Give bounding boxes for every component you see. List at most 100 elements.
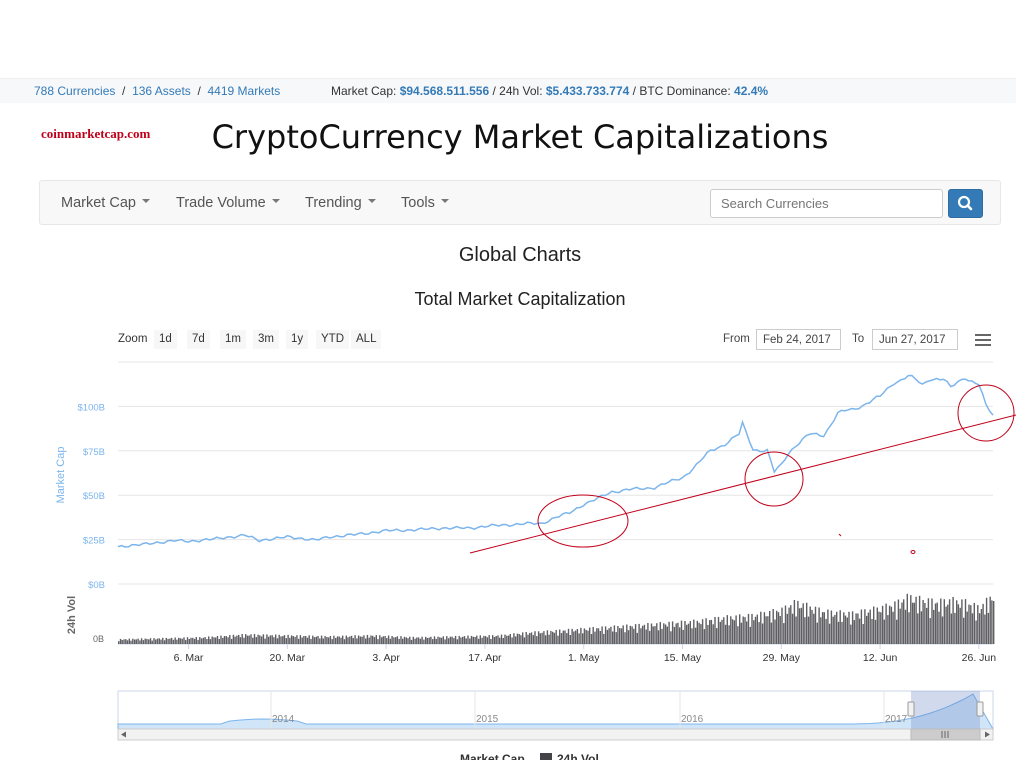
volume-bar bbox=[495, 636, 497, 644]
volume-bar bbox=[303, 636, 305, 644]
caret-down-icon bbox=[141, 199, 150, 204]
volume-bar bbox=[830, 610, 833, 644]
volume-bar bbox=[601, 626, 603, 644]
volume-bar bbox=[963, 617, 965, 644]
volume-bar bbox=[135, 639, 137, 644]
volume-bar bbox=[610, 626, 612, 644]
page-title: CryptoCurrency Market Capitalizations bbox=[211, 118, 829, 156]
volume-bar bbox=[566, 633, 568, 644]
volume-bar bbox=[975, 620, 977, 644]
volume-bar bbox=[419, 638, 422, 644]
volume-bar bbox=[133, 639, 136, 644]
zoom-1y-button[interactable]: 1y bbox=[286, 330, 309, 349]
volume-bar bbox=[222, 637, 224, 644]
caret-down-icon bbox=[367, 199, 376, 204]
volume-bar bbox=[363, 635, 365, 644]
volume-bar bbox=[671, 621, 674, 644]
volume-bar bbox=[158, 638, 160, 644]
brand-logo-text[interactable]: coinmarketcap.com bbox=[41, 126, 151, 141]
x-axis-ticks: 6. Mar 20. Mar 3. Apr 17. Apr 1. May 15. May 2… bbox=[174, 644, 996, 664]
volume-bar bbox=[451, 636, 453, 644]
volume-bar bbox=[608, 628, 610, 644]
volume-bar bbox=[539, 633, 541, 644]
volume-bar bbox=[731, 619, 734, 644]
nav-trending[interactable]: Trending bbox=[305, 181, 376, 226]
search-button[interactable] bbox=[948, 189, 983, 218]
volume-bar bbox=[874, 619, 877, 644]
markets-link[interactable]: 4419 Markets bbox=[207, 84, 281, 98]
volume-bar bbox=[148, 639, 150, 644]
volume-bar bbox=[945, 606, 947, 644]
from-date-input[interactable]: Feb 24, 2017 bbox=[756, 329, 841, 350]
zoom-7d-button[interactable]: 7d bbox=[187, 330, 210, 349]
dominance-label: BTC Dominance: bbox=[639, 84, 731, 98]
volume-bar bbox=[574, 630, 577, 644]
volume-bar bbox=[439, 637, 441, 644]
volume-bar bbox=[523, 637, 526, 644]
volume-bar bbox=[550, 630, 552, 644]
volume-bar bbox=[500, 634, 503, 644]
volume-bar bbox=[386, 638, 388, 644]
zoom-3m-button[interactable]: 3m bbox=[253, 330, 279, 349]
volume-bar bbox=[516, 633, 519, 644]
circle-annotation bbox=[744, 451, 804, 507]
to-date-input[interactable]: Jun 27, 2017 bbox=[872, 329, 958, 350]
volume-bar bbox=[518, 634, 520, 644]
volume-bar bbox=[227, 637, 229, 644]
volume-bar bbox=[767, 616, 769, 644]
search-input[interactable] bbox=[710, 189, 943, 218]
volume-bar bbox=[250, 634, 252, 644]
volume-bar bbox=[153, 638, 155, 644]
volume-bar bbox=[229, 635, 231, 644]
volume-bar bbox=[973, 602, 975, 644]
volume-bar bbox=[562, 630, 564, 644]
volume-bar bbox=[597, 628, 600, 644]
volume-bar bbox=[343, 639, 346, 644]
volume-bar bbox=[589, 627, 591, 644]
volume-bar bbox=[370, 635, 372, 644]
separator: / bbox=[194, 84, 205, 98]
nav-trade-volume[interactable]: Trade Volume bbox=[176, 181, 280, 226]
zoom-label: Zoom bbox=[118, 333, 148, 345]
volume-bar bbox=[709, 620, 711, 644]
volume-bar bbox=[795, 616, 797, 644]
hamburger-menu-icon[interactable] bbox=[975, 334, 991, 346]
volume-bar bbox=[287, 634, 289, 644]
volume-bar bbox=[940, 598, 942, 644]
zoom-all-button[interactable]: ALL bbox=[351, 330, 382, 349]
volume-bar bbox=[389, 638, 392, 644]
assets-link[interactable]: 136 Assets bbox=[132, 84, 191, 98]
x-tick-label: 12. Jun bbox=[863, 652, 898, 664]
arrow-left-icon bbox=[121, 731, 126, 738]
volume-bar bbox=[537, 631, 540, 644]
volume-bar bbox=[684, 621, 686, 644]
volume-bar bbox=[624, 632, 626, 644]
zoom-1d-button[interactable]: 1d bbox=[154, 330, 177, 349]
volume-bar bbox=[924, 603, 926, 644]
currencies-link[interactable]: 788 Currencies bbox=[34, 84, 116, 98]
nav-tools[interactable]: Tools bbox=[401, 181, 449, 226]
volume-bar bbox=[220, 635, 222, 644]
volume-bar bbox=[744, 617, 746, 644]
volume-bar bbox=[504, 634, 506, 644]
volume-bar bbox=[297, 638, 300, 644]
volume-bar bbox=[118, 641, 120, 644]
volume-bar bbox=[793, 600, 796, 644]
volume-bar bbox=[312, 635, 314, 644]
volume-bar bbox=[707, 624, 709, 644]
volume-bar bbox=[760, 611, 762, 644]
volume-bar bbox=[349, 636, 351, 644]
volume-bar bbox=[896, 619, 898, 644]
nav-market-cap[interactable]: Market Cap bbox=[61, 181, 150, 226]
top-stats-right: Market Cap: $94.568.511.556 / 24h Vol: $… bbox=[331, 79, 768, 103]
volume-bar bbox=[911, 602, 914, 644]
top-stats-bar: 788 Currencies / 136 Assets / 4419 Marke… bbox=[0, 78, 1016, 103]
volume-bar bbox=[622, 625, 624, 644]
zoom-1m-button[interactable]: 1m bbox=[220, 330, 246, 349]
volume-bar bbox=[190, 637, 192, 644]
volume-bar bbox=[289, 637, 291, 644]
zoom-ytd-button[interactable]: YTD bbox=[316, 330, 349, 349]
volume-bar bbox=[620, 628, 623, 644]
separator: / bbox=[492, 84, 500, 98]
volume-bar bbox=[319, 638, 321, 644]
